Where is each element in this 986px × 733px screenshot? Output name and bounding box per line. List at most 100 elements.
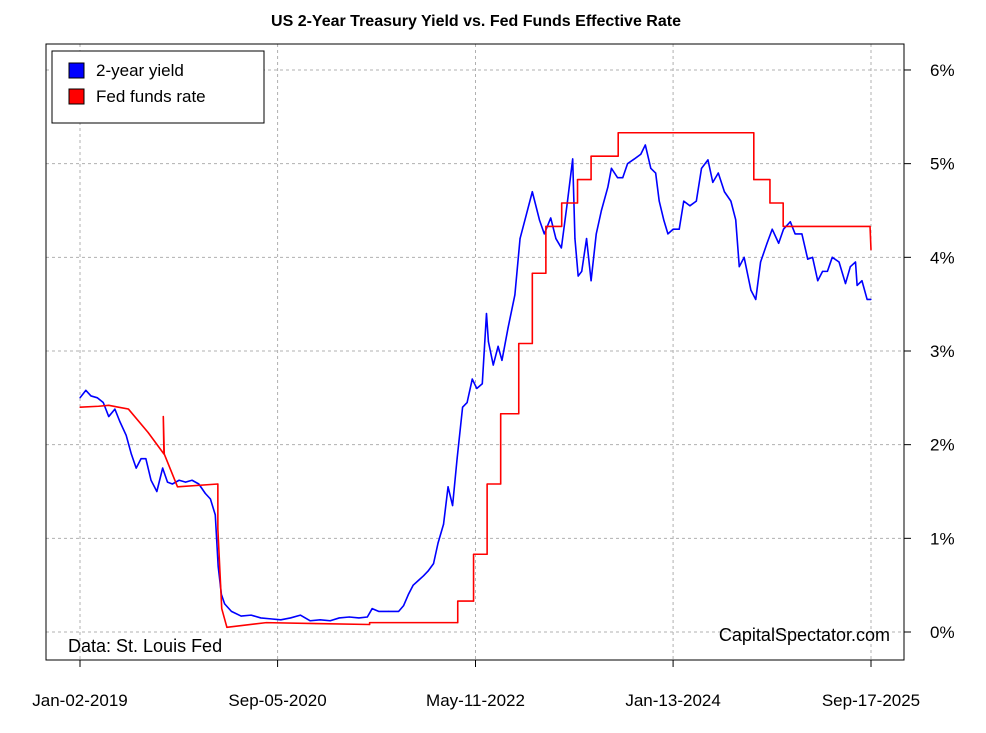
yield-point-87: [600, 209, 603, 212]
yield-point-73: [531, 191, 533, 193]
yield-point-137: [866, 298, 868, 301]
yield-point-113: [738, 266, 740, 268]
yield-point-123: [794, 233, 796, 235]
fed-point-15: [315, 622, 317, 625]
yield-point-38: [329, 620, 331, 622]
yield-point-68: [501, 359, 503, 361]
x-axis: Jan-02-2019 Sep-05-2020 May-11-2022 Jan-13-…: [32, 660, 920, 710]
yield-point-74: [538, 219, 541, 221]
yield-point-25: [217, 565, 219, 568]
legend-label-yield: 2-year yield: [96, 61, 184, 80]
fed-point-47: [870, 249, 872, 251]
yield-point-75: [543, 233, 545, 235]
yield-point-14: [156, 490, 158, 493]
yield-point-57: [451, 504, 454, 507]
fed-point-11: [217, 528, 219, 530]
credit-annotation: CapitalSpectator.com: [719, 625, 890, 645]
yield-point-105: [695, 200, 697, 202]
yield-point-52: [427, 570, 429, 572]
fed-point-22: [486, 553, 488, 555]
fed-point-2: [108, 404, 110, 406]
yield-point-128: [821, 270, 824, 272]
yield-point-131: [838, 261, 840, 263]
yield-point-110: [723, 191, 726, 193]
legend-label-fed: Fed funds rate: [96, 87, 206, 106]
yield-point-93: [633, 158, 635, 160]
x-tick-label-2: May-11-2022: [426, 691, 525, 710]
fed-point-44: [782, 202, 784, 204]
fed-point-34: [576, 202, 579, 204]
yield-point-130: [831, 256, 833, 258]
yield-point-103: [683, 200, 685, 202]
yield-point-100: [667, 233, 669, 235]
yield-point-42: [366, 616, 368, 618]
fed-point-13: [226, 626, 228, 628]
fed-point-20: [472, 600, 475, 602]
y-tick-label-1: 1%: [930, 529, 955, 548]
yield-point-1: [85, 389, 87, 391]
yield-point-83: [581, 270, 583, 272]
yield-point-114: [743, 256, 745, 258]
yield-point-40: [348, 616, 350, 618]
yield-point-88: [607, 186, 609, 188]
yield-point-51: [422, 575, 425, 577]
yield-point-43: [371, 607, 373, 610]
yield-point-20: [191, 479, 193, 481]
yield-point-136: [861, 280, 863, 282]
yield-point-120: [778, 242, 780, 244]
yield-point-91: [622, 177, 624, 179]
yield-point-84: [585, 237, 588, 240]
yield-point-89: [610, 167, 613, 169]
yield-point-124: [801, 233, 803, 235]
fed-point-25: [500, 413, 502, 415]
fed-point-7: [162, 415, 164, 418]
y-tick-label-4: 4%: [930, 248, 955, 267]
yield-point-16: [166, 481, 169, 483]
yield-point-53: [432, 563, 435, 565]
y-tick-label-3: 3%: [930, 342, 955, 361]
yield-point-46: [398, 610, 400, 612]
yield-point-127: [817, 280, 819, 282]
yield-point-36: [309, 620, 311, 622]
yield-point-116: [755, 298, 757, 301]
yield-point-44: [378, 610, 380, 612]
y-tick-label-2: 2%: [930, 436, 955, 455]
yield-point-2: [90, 395, 92, 397]
yield-point-5: [108, 415, 110, 418]
fed-point-26: [518, 413, 520, 415]
yield-point-48: [407, 593, 409, 596]
fed-point-10: [217, 483, 219, 485]
yield-point-7: [119, 420, 121, 422]
yield-point-29: [240, 615, 242, 617]
yield-point-45: [388, 610, 390, 612]
x-tick-label-1: Sep-05-2020: [228, 691, 326, 710]
yield-point-60: [466, 401, 468, 404]
fed-point-19: [457, 600, 459, 602]
x-tick-label-3: Jan-13-2024: [625, 691, 720, 710]
yield-point-76: [550, 217, 552, 219]
chart-title: US 2-Year Treasury Yield vs. Fed Funds E…: [271, 13, 681, 30]
fed-point-3: [117, 406, 120, 408]
yield-point-6: [114, 408, 116, 410]
grid-layer: [46, 44, 904, 660]
y-axis-right: 0% 1% 2% 3% 4% 5% 6%: [904, 61, 955, 642]
fed-point-31: [545, 225, 547, 228]
yield-point-71: [519, 237, 521, 240]
yield-point-69: [507, 326, 509, 329]
yield-point-64: [485, 312, 488, 315]
yield-point-77: [555, 237, 557, 240]
yield-point-118: [766, 242, 768, 244]
fed-point-37: [590, 155, 592, 157]
fed-point-12: [221, 607, 223, 610]
fed-point-17: [369, 622, 371, 624]
yield-point-61: [471, 378, 473, 380]
yield-point-101: [672, 228, 674, 230]
fed-point-30: [545, 272, 547, 274]
yield-point-11: [140, 458, 142, 460]
yield-point-108: [712, 181, 714, 183]
yield-point-47: [402, 605, 405, 607]
legend-box: [51, 50, 265, 124]
legend-swatch-yield: [68, 62, 85, 79]
